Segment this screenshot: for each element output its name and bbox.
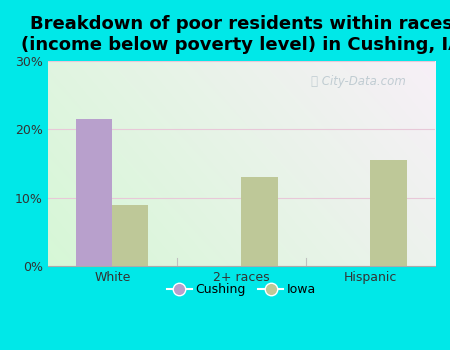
Bar xyxy=(241,177,278,266)
Text: ⓘ City-Data.com: ⓘ City-Data.com xyxy=(311,75,406,88)
Bar xyxy=(76,119,112,266)
Legend: Cushing, Iowa: Cushing, Iowa xyxy=(162,278,321,301)
Bar xyxy=(370,160,407,266)
Bar xyxy=(112,205,148,266)
Title: Breakdown of poor residents within races
(income below poverty level) in Cushing: Breakdown of poor residents within races… xyxy=(21,15,450,54)
